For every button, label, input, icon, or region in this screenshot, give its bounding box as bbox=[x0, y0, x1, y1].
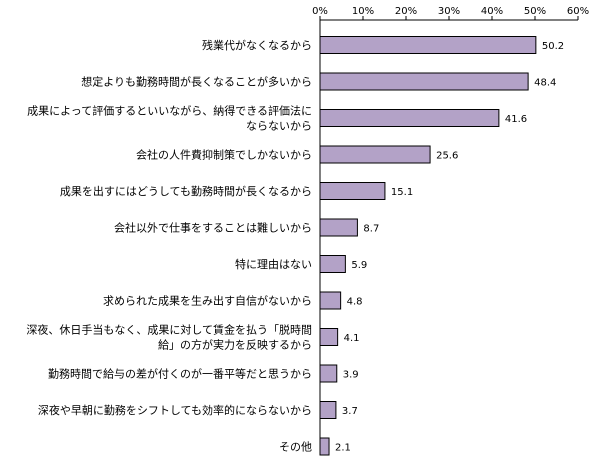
bar bbox=[319, 291, 342, 310]
bar bbox=[319, 437, 330, 456]
category-label: 会社以外で仕事をすることは難しいから bbox=[114, 221, 312, 235]
value-label: 3.9 bbox=[343, 370, 359, 381]
category-label: 深夜や早朝に勤務をシフトしても効率的にならないから bbox=[38, 403, 312, 417]
value-label: 4.8 bbox=[347, 297, 363, 308]
category-label: その他 bbox=[279, 441, 312, 454]
value-label: 41.6 bbox=[505, 114, 527, 125]
value-label: 25.6 bbox=[436, 151, 458, 162]
bar bbox=[319, 364, 338, 383]
value-label: 48.4 bbox=[534, 78, 556, 89]
x-tick-label: 30% bbox=[438, 6, 460, 17]
category-label: 会社の人件費抑制策でしかないから bbox=[136, 148, 312, 162]
value-label: 50.2 bbox=[542, 41, 564, 52]
value-label: 4.1 bbox=[344, 333, 360, 344]
category-label: 成果によって評価するといいながら、納得できる評価法に bbox=[27, 104, 312, 118]
value-label: 5.9 bbox=[351, 260, 367, 271]
bar bbox=[319, 218, 358, 237]
value-label: 2.1 bbox=[335, 443, 351, 454]
category-label: 求められた成果を生み出す自信がないから bbox=[103, 294, 312, 308]
bars-layer bbox=[319, 36, 537, 456]
bar bbox=[319, 182, 386, 200]
value-label: 8.7 bbox=[363, 224, 379, 235]
category-label: 想定よりも勤務時間が長くなることが多いから bbox=[81, 75, 312, 89]
x-tick-label: 60% bbox=[567, 6, 589, 17]
category-label: 給」の方が実力を反映するから bbox=[158, 338, 312, 352]
x-tick-label: 0% bbox=[312, 6, 328, 17]
category-label: 特に理由はない bbox=[235, 257, 312, 271]
labels-layer: 50.2 残業代がなくなるから 48.4 想定よりも勤務時間が長くなることが多いから 4… bbox=[26, 38, 564, 454]
bar bbox=[319, 328, 339, 346]
category-label: 深夜、休日手当もなく、成果に対して賃金を払う「脱時間 bbox=[26, 323, 312, 337]
value-label: 15.1 bbox=[391, 187, 413, 198]
bar bbox=[319, 255, 346, 273]
bar bbox=[319, 401, 337, 419]
category-label: 成果を出すにはどうしても勤務時間が長くなるから bbox=[60, 184, 312, 198]
category-label: ならないから bbox=[246, 120, 312, 133]
category-label: 勤務時間で給与の差が付くのが一番平等だと思うから bbox=[48, 367, 312, 381]
value-label: 3.7 bbox=[342, 406, 358, 417]
bar bbox=[319, 72, 529, 91]
bar bbox=[319, 109, 500, 127]
bar bbox=[319, 36, 537, 54]
x-tick-label: 10% bbox=[352, 6, 374, 17]
x-tick-label: 50% bbox=[524, 6, 546, 17]
category-label: 残業代がなくなるから bbox=[202, 38, 312, 52]
x-tick-label: 20% bbox=[395, 6, 417, 17]
x-tick-label: 40% bbox=[481, 6, 503, 17]
bar bbox=[319, 145, 431, 164]
